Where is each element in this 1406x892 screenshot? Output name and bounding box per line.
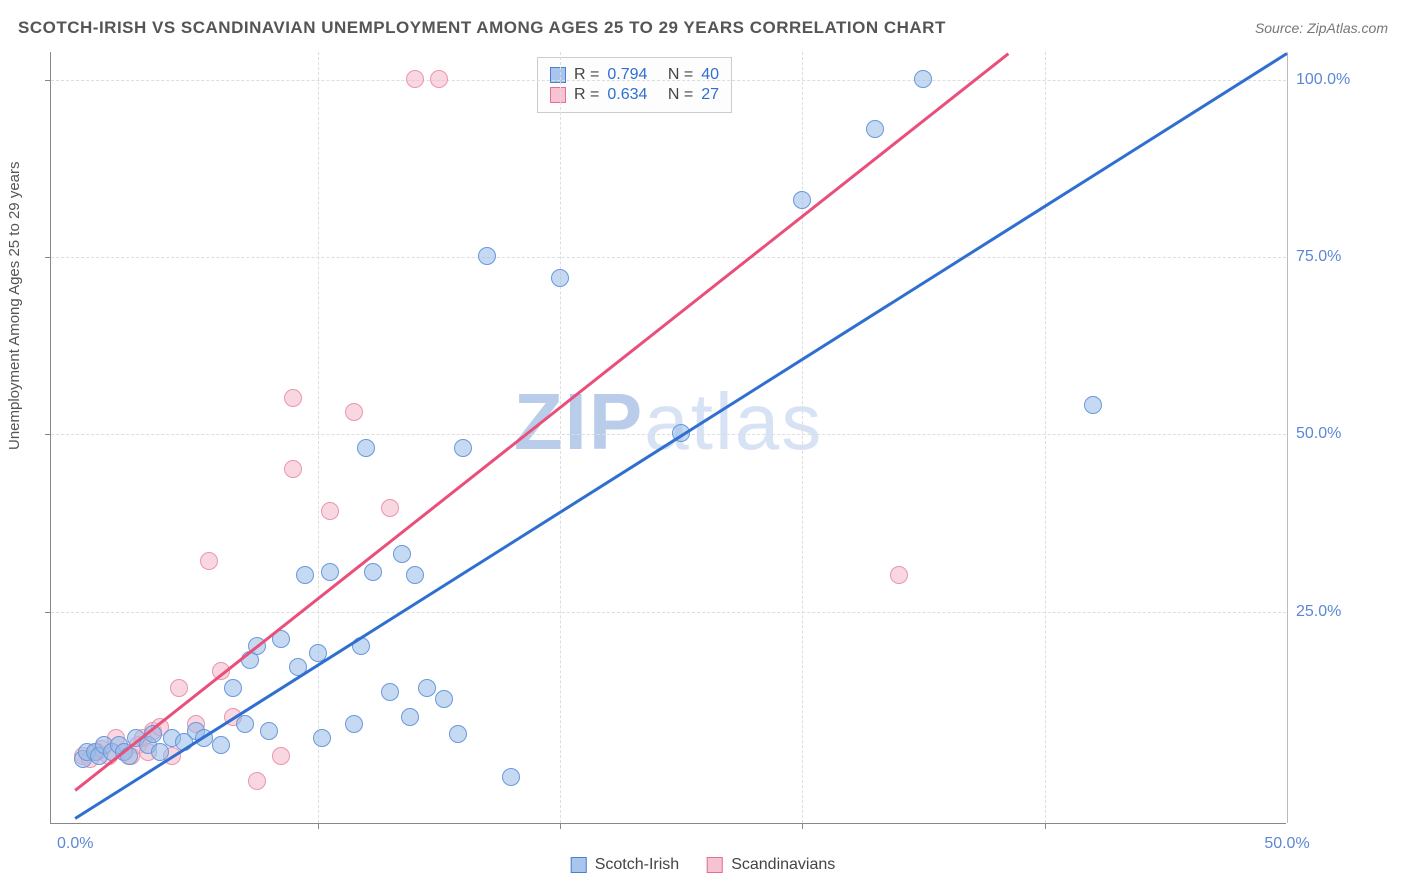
legend-swatch-scandinavians (550, 87, 566, 103)
gridline-horizontal (51, 434, 1286, 435)
scatter-point (364, 563, 382, 581)
scatter-point (212, 736, 230, 754)
y-tick-label: 25.0% (1296, 603, 1376, 621)
scatter-point (345, 403, 363, 421)
scatter-point (200, 552, 218, 570)
gridline-horizontal (51, 257, 1286, 258)
scatter-point (321, 563, 339, 581)
scatter-point (248, 772, 266, 790)
scatter-point (454, 439, 472, 457)
scatter-point (890, 566, 908, 584)
legend-r-label: R = (574, 86, 599, 104)
scatter-point (418, 679, 436, 697)
legend-stats-box: R = 0.794 N = 40 R = 0.634 N = 27 (537, 57, 732, 113)
scatter-point (284, 460, 302, 478)
legend-r-value-2: 0.634 (607, 86, 647, 104)
scatter-point (393, 545, 411, 563)
scatter-point (357, 439, 375, 457)
scatter-point (435, 690, 453, 708)
legend-swatch-icon (707, 857, 723, 873)
scatter-point (170, 679, 188, 697)
scatter-point (406, 70, 424, 88)
y-tick-label: 100.0% (1296, 71, 1376, 89)
scatter-point (478, 247, 496, 265)
legend-n-label: N = (668, 86, 693, 104)
gridline-vertical (560, 52, 561, 823)
scatter-point (345, 715, 363, 733)
gridline-horizontal (51, 612, 1286, 613)
scatter-point (793, 191, 811, 209)
chart-title: SCOTCH-IRISH VS SCANDINAVIAN UNEMPLOYMEN… (18, 18, 946, 38)
y-tick-label: 50.0% (1296, 425, 1376, 443)
plot-area: ZIPatlas R = 0.794 N = 40 R = 0.634 N = … (50, 52, 1286, 824)
x-tick-label: 50.0% (1264, 835, 1309, 853)
scatter-point (914, 70, 932, 88)
gridline-vertical (318, 52, 319, 823)
scatter-point (381, 683, 399, 701)
scatter-point (260, 722, 278, 740)
regression-line (75, 52, 1288, 819)
legend-item-scandinavians: Scandinavians (707, 856, 835, 874)
scatter-point (296, 566, 314, 584)
scatter-point (502, 768, 520, 786)
scatter-point (272, 747, 290, 765)
legend-swatch-icon (571, 857, 587, 873)
y-axis-label: Unemployment Among Ages 25 to 29 years (6, 161, 23, 450)
scatter-point (321, 502, 339, 520)
gridline-vertical (802, 52, 803, 823)
scatter-point (224, 679, 242, 697)
scatter-point (1084, 396, 1102, 414)
scatter-point (551, 269, 569, 287)
y-tick-label: 75.0% (1296, 248, 1376, 266)
scatter-point (401, 708, 419, 726)
scatter-point (284, 389, 302, 407)
scatter-point (449, 725, 467, 743)
legend-item-scotch-irish: Scotch-Irish (571, 856, 679, 874)
scatter-point (236, 715, 254, 733)
legend-stats-row-2: R = 0.634 N = 27 (550, 86, 719, 104)
x-tick-label: 0.0% (57, 835, 93, 853)
gridline-horizontal (51, 80, 1286, 81)
scatter-point (313, 729, 331, 747)
scatter-point (866, 120, 884, 138)
scatter-point (406, 566, 424, 584)
gridline-vertical (1045, 52, 1046, 823)
source-label: Source: ZipAtlas.com (1255, 20, 1388, 36)
scatter-point (430, 70, 448, 88)
legend-label: Scandinavians (731, 856, 835, 874)
legend-n-value-2: 27 (701, 86, 719, 104)
regression-line (74, 52, 1009, 791)
legend-label: Scotch-Irish (595, 856, 679, 874)
legend-bottom: Scotch-Irish Scandinavians (571, 856, 836, 874)
scatter-point (381, 499, 399, 517)
